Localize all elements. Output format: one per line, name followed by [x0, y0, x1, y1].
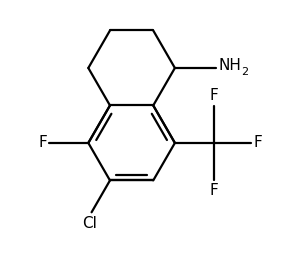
Text: F: F: [209, 183, 218, 198]
Text: F: F: [254, 135, 262, 150]
Text: 2: 2: [241, 67, 248, 77]
Text: F: F: [209, 88, 218, 103]
Text: F: F: [38, 135, 47, 150]
Text: NH: NH: [218, 58, 241, 73]
Text: Cl: Cl: [82, 215, 97, 231]
